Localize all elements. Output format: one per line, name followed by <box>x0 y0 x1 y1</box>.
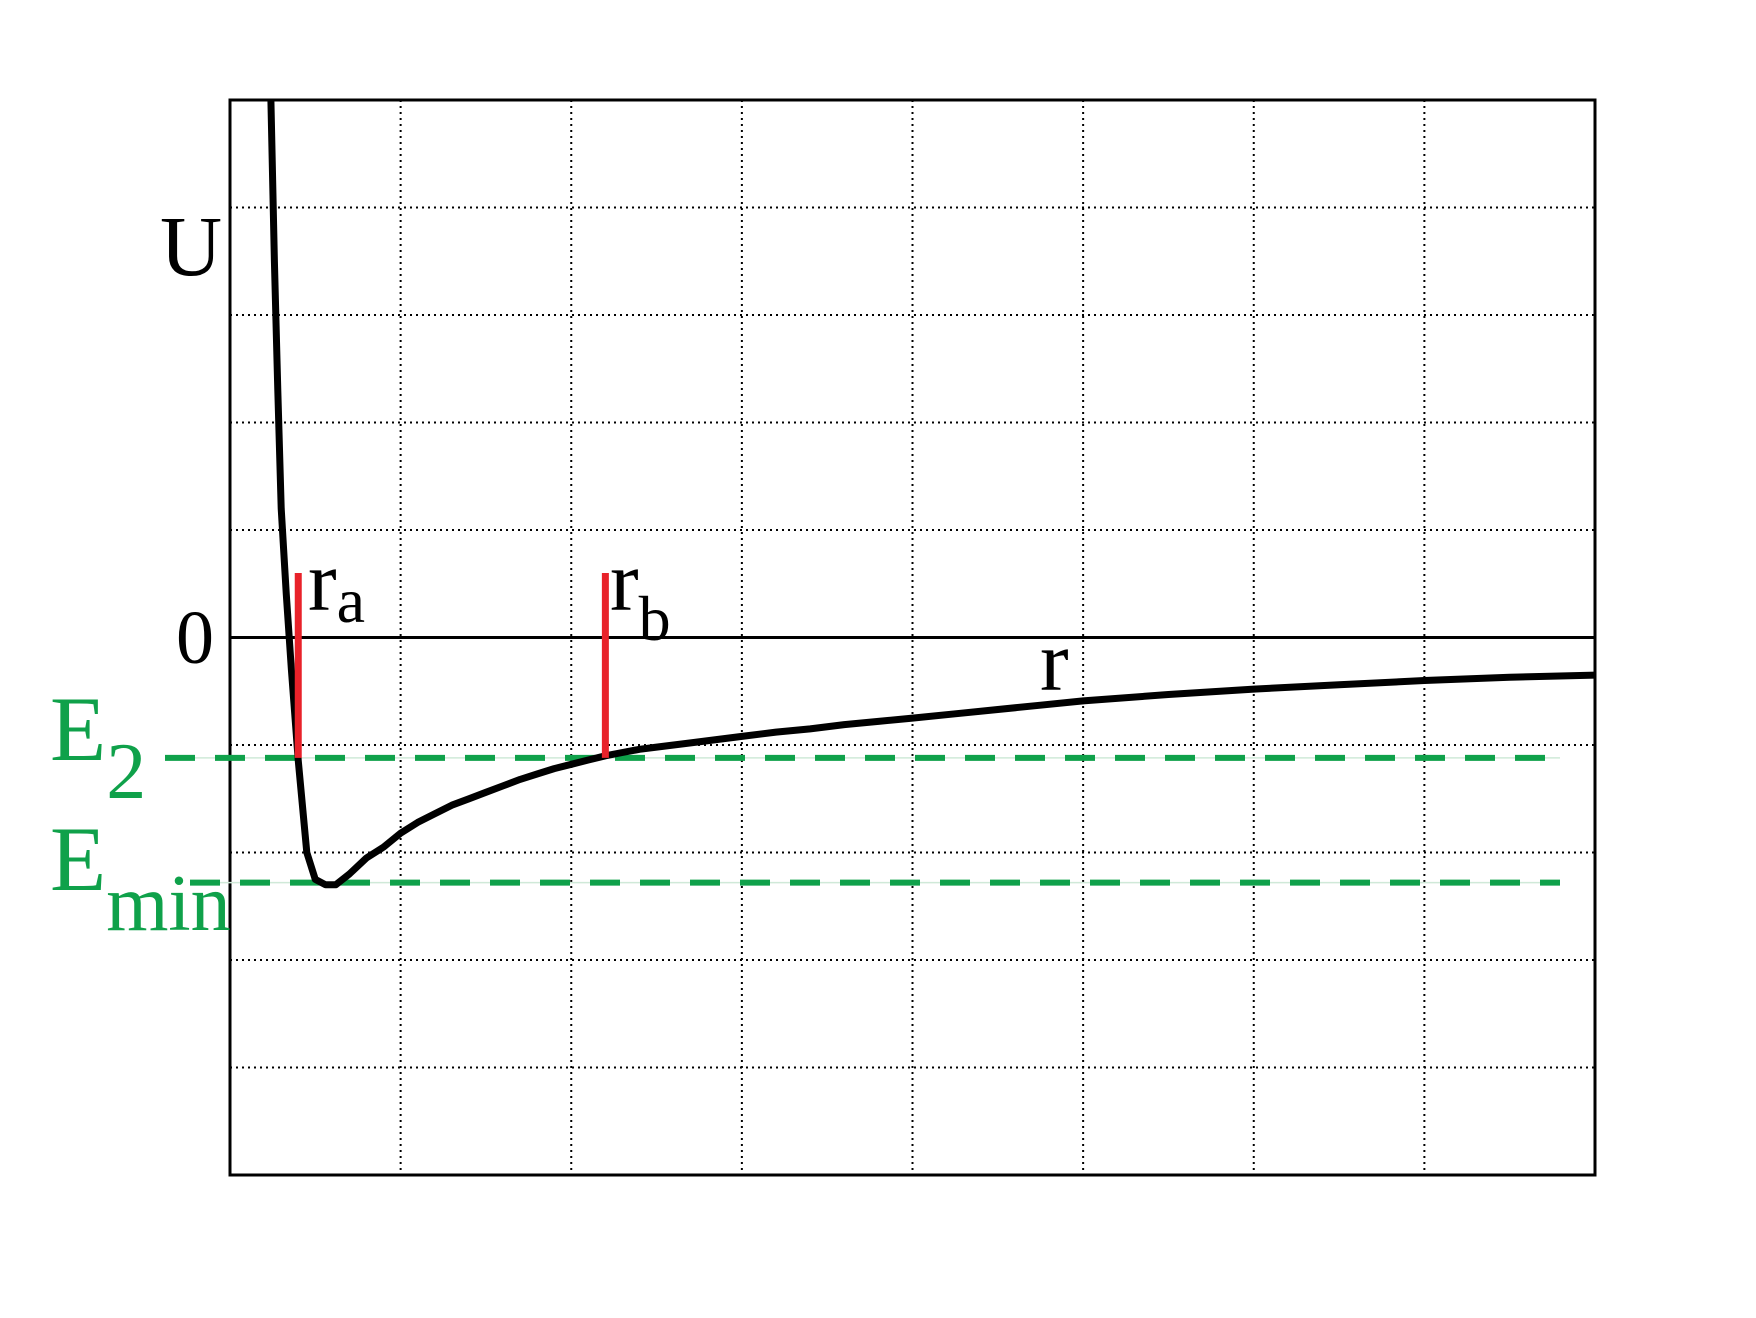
y-axis-label: U <box>160 198 222 294</box>
plot-area <box>228 98 1597 1177</box>
turning-point-markers <box>294 573 609 758</box>
level-label-emin: Emin <box>50 808 231 948</box>
marker-label-rb: rb <box>610 533 671 654</box>
marker-label-ra-sub: a <box>337 565 365 636</box>
level-label-e2-main: E <box>50 678 106 780</box>
x-axis-label: r <box>1040 613 1069 709</box>
level-label-e2-sub: 2 <box>106 728 146 816</box>
level-label-e2: E2 <box>50 678 146 816</box>
marker-label-ra-main: r <box>308 533 337 629</box>
zero-tick-label: 0 <box>176 596 214 680</box>
potential-curve <box>267 99 1596 889</box>
potential-curve-line <box>267 99 1596 889</box>
marker-label-ra: ra <box>308 533 365 636</box>
energy-levels <box>165 754 1560 886</box>
marker-label-rb-sub: b <box>639 583 671 654</box>
level-label-emin-main: E <box>50 808 106 910</box>
plot-frame <box>228 98 1597 1177</box>
level-label-emin-sub: min <box>106 860 230 948</box>
marker-label-rb-main: r <box>610 533 639 629</box>
grid <box>230 100 1595 1175</box>
